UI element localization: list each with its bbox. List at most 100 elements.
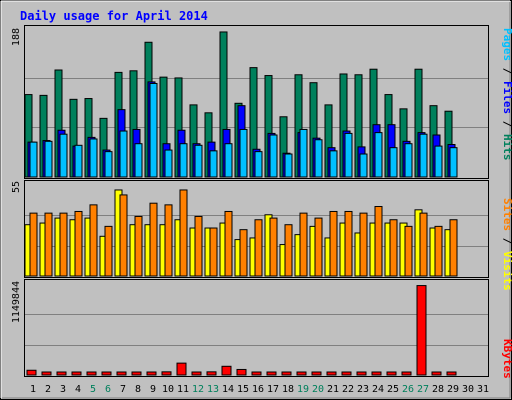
pages-bar-day-1 bbox=[29, 141, 38, 178]
pages-bar-day-23 bbox=[359, 153, 368, 178]
hits-panel-legend: Pages / Files / Hits bbox=[501, 28, 512, 161]
kbytes-bar-day-7 bbox=[116, 371, 127, 376]
x-label-day-30: 30 bbox=[462, 384, 474, 395]
pages-bar-day-28 bbox=[434, 145, 443, 178]
kbytes-bar-day-23 bbox=[356, 371, 367, 376]
x-label-day-21: 21 bbox=[327, 384, 339, 395]
legend-pages: Pages bbox=[501, 28, 512, 61]
x-label-day-9: 9 bbox=[150, 384, 156, 395]
x-label-day-11: 11 bbox=[177, 384, 189, 395]
x-label-day-14: 14 bbox=[222, 384, 234, 395]
pages-bar-day-14 bbox=[224, 143, 233, 178]
sites-bar-day-25 bbox=[389, 219, 398, 277]
sites-bar-day-23 bbox=[359, 212, 368, 277]
sites-bar-day-1 bbox=[29, 212, 38, 277]
sites-bar-day-7 bbox=[119, 194, 128, 277]
pages-bar-day-20 bbox=[314, 139, 323, 178]
x-label-day-16: 16 bbox=[252, 384, 264, 395]
x-label-day-24: 24 bbox=[372, 384, 384, 395]
legend-separator-1: / bbox=[501, 61, 512, 81]
x-label-day-20: 20 bbox=[312, 384, 324, 395]
pages-bar-day-26 bbox=[404, 143, 413, 178]
visits-ymax-label: 55 bbox=[11, 181, 22, 193]
sites-bar-day-16 bbox=[254, 219, 263, 277]
pages-bar-day-27 bbox=[419, 133, 428, 178]
sites-bar-day-9 bbox=[149, 202, 158, 277]
sites-bar-day-27 bbox=[419, 212, 428, 277]
kbytes-bar-day-24 bbox=[371, 371, 382, 376]
sites-bar-day-15 bbox=[239, 229, 248, 277]
kbytes-bar-day-5 bbox=[86, 371, 97, 376]
pages-bar-day-25 bbox=[389, 147, 398, 178]
x-label-day-4: 4 bbox=[75, 384, 81, 395]
sites-bar-day-21 bbox=[329, 210, 338, 277]
x-label-day-29: 29 bbox=[447, 384, 459, 395]
sites-bar-day-10 bbox=[164, 204, 173, 277]
x-label-day-3: 3 bbox=[60, 384, 66, 395]
sites-bar-day-29 bbox=[449, 219, 458, 277]
sites-bar-day-14 bbox=[224, 210, 233, 277]
hits-ymax-label: 188 bbox=[11, 28, 22, 46]
kbytes-bar-day-16 bbox=[251, 371, 262, 376]
legend-separator-3: / bbox=[501, 231, 512, 251]
pages-bar-day-5 bbox=[89, 138, 98, 178]
chart-title: Daily usage for April 2014 bbox=[20, 9, 208, 23]
x-label-day-22: 22 bbox=[342, 384, 354, 395]
legend-separator-2: / bbox=[501, 114, 512, 134]
kbytes-bar-day-27 bbox=[416, 285, 427, 376]
kbytes-bar-day-22 bbox=[341, 371, 352, 376]
kbytes-bar-day-25 bbox=[386, 371, 397, 376]
x-label-day-17: 17 bbox=[267, 384, 279, 395]
pages-bar-day-2 bbox=[44, 140, 53, 178]
kbytes-bar-day-11 bbox=[176, 362, 187, 376]
x-label-day-26: 26 bbox=[402, 384, 414, 395]
sites-bar-day-18 bbox=[284, 224, 293, 277]
legend-hits: Hits bbox=[501, 134, 512, 161]
pages-bar-day-7 bbox=[119, 130, 128, 178]
kbytes-ymax-label: 1149844 bbox=[11, 281, 22, 323]
sites-bar-day-12 bbox=[194, 215, 203, 277]
kbytes-panel-frame bbox=[24, 279, 489, 377]
pages-bar-day-29 bbox=[449, 147, 458, 178]
kbytes-bar-day-8 bbox=[131, 371, 142, 376]
kbytes-bar-day-6 bbox=[101, 371, 112, 376]
x-label-day-12: 12 bbox=[192, 384, 204, 395]
kbytes-bar-day-18 bbox=[281, 371, 292, 376]
bar-layer bbox=[24, 31, 458, 376]
pages-bar-day-19 bbox=[299, 128, 308, 178]
pages-bar-day-18 bbox=[284, 153, 293, 178]
kbytes-bar-day-19 bbox=[296, 371, 307, 376]
legend-kbytes: KBytes bbox=[501, 339, 512, 379]
sites-bar-day-20 bbox=[314, 217, 323, 277]
x-label-day-18: 18 bbox=[282, 384, 294, 395]
sites-bar-day-22 bbox=[344, 210, 353, 277]
sites-bar-day-4 bbox=[74, 210, 83, 277]
x-label-day-13: 13 bbox=[207, 384, 219, 395]
pages-bar-day-21 bbox=[329, 150, 338, 178]
pages-bar-day-13 bbox=[209, 150, 218, 178]
pages-bar-day-15 bbox=[239, 128, 248, 178]
legend-sites: Sites bbox=[501, 198, 512, 231]
sites-bar-day-8 bbox=[134, 215, 143, 277]
kbytes-bar-day-3 bbox=[56, 371, 67, 376]
x-label-day-31: 31 bbox=[477, 384, 489, 395]
sites-bar-day-11 bbox=[179, 189, 188, 277]
pages-bar-day-6 bbox=[104, 151, 113, 178]
x-label-day-1: 1 bbox=[30, 384, 36, 395]
pages-bar-day-24 bbox=[374, 132, 383, 178]
sites-bar-day-5 bbox=[89, 204, 98, 277]
x-label-day-27: 27 bbox=[417, 384, 429, 395]
sites-bar-day-17 bbox=[269, 217, 278, 277]
kbytes-bar-day-28 bbox=[431, 371, 442, 376]
x-label-day-28: 28 bbox=[432, 384, 444, 395]
pages-bar-day-22 bbox=[344, 132, 353, 178]
legend-files: Files bbox=[501, 81, 512, 114]
pages-bar-day-11 bbox=[179, 143, 188, 178]
x-label-day-23: 23 bbox=[357, 384, 369, 395]
sites-bar-day-28 bbox=[434, 225, 443, 277]
x-axis-day-labels: 1 2 3 4 5 6 7 8 9 10 11 12 13 14 15 16 17 18 19 20 21 22 23 24 2… bbox=[30, 384, 489, 395]
x-label-day-25: 25 bbox=[387, 384, 399, 395]
kbytes-bar-day-12 bbox=[191, 371, 202, 376]
pages-bar-day-8 bbox=[134, 143, 143, 178]
